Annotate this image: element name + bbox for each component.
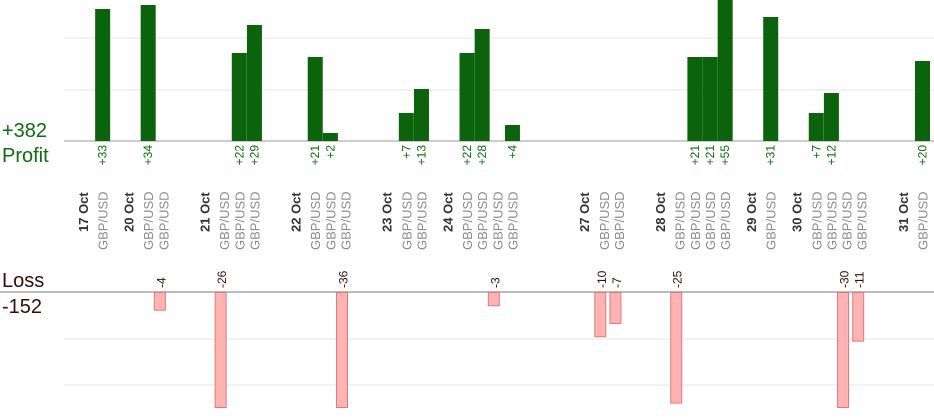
profit-value-label: +21	[688, 145, 702, 166]
loss-value-label: -26	[215, 270, 229, 288]
day-label: 23 Oct	[380, 192, 395, 232]
pair-label: GBP/USD	[339, 191, 354, 250]
loss-bar	[214, 292, 227, 408]
loss-total: -152	[2, 296, 43, 318]
profit-value-label: +4	[505, 145, 519, 159]
loss-bar	[852, 292, 865, 342]
profit-bar	[307, 57, 323, 141]
loss-value-label: -10	[595, 270, 609, 288]
pair-label: GBP/USD	[612, 191, 627, 250]
loss-bar	[670, 292, 683, 404]
loss-value-label: -7	[610, 277, 624, 288]
profit-bar	[413, 89, 429, 141]
pair-label: GBP/USD	[399, 191, 414, 250]
pair-label: GBP/USD	[916, 191, 931, 250]
day-label: 21 Oct	[198, 192, 213, 232]
loss-value-label: -30	[838, 270, 852, 288]
profit-bar	[322, 133, 338, 141]
profit-bar	[915, 61, 930, 141]
profit-value-label: +22	[460, 145, 474, 166]
profit-bar	[687, 57, 703, 141]
pair-label: GBP/USD	[688, 191, 703, 250]
profit-bar	[504, 125, 520, 141]
pair-label: GBP/USD	[141, 191, 156, 250]
day-label: 22 Oct	[289, 192, 304, 232]
profit-label: Profit	[2, 145, 49, 167]
profit-bar	[763, 17, 779, 141]
day-label: 31 Oct	[896, 192, 911, 232]
profit-value-label: +28	[475, 145, 489, 166]
day-label: 28 Oct	[653, 192, 668, 232]
profit-bar	[140, 5, 156, 141]
profit-value-label: +20	[916, 145, 930, 166]
profit-bar	[717, 0, 733, 141]
loss-value-label: -11	[853, 271, 867, 288]
profit-value-label: +31	[764, 145, 778, 166]
profit-value-label: +12	[824, 145, 838, 166]
profit-bar	[474, 29, 490, 141]
pair-label: GBP/USD	[308, 191, 323, 250]
profit-bar	[808, 113, 824, 141]
pair-label: GBP/USD	[855, 191, 870, 250]
loss-value-label: -3	[488, 277, 502, 288]
pair-label: GBP/USD	[460, 191, 475, 250]
loss-bar	[336, 292, 349, 408]
pair-label: GBP/USD	[247, 191, 262, 250]
profit-value-label: +29	[247, 145, 261, 166]
profit-bar	[459, 53, 475, 141]
pair-label: GBP/USD	[490, 191, 505, 250]
pair-label: GBP/USD	[323, 191, 338, 250]
loss-value-label: -25	[671, 270, 685, 288]
profit-bar	[95, 9, 111, 141]
pair-label: GBP/USD	[764, 191, 779, 250]
profit-value-label: +22	[232, 145, 246, 166]
profit-total: +382	[2, 120, 48, 142]
pair-label: GBP/USD	[840, 191, 855, 250]
profit-bar	[823, 93, 839, 141]
loss-bar	[153, 292, 166, 311]
profit-value-label: +21	[308, 145, 322, 166]
profit-bar	[246, 25, 262, 141]
profit-bar	[231, 53, 247, 141]
pair-label: GBP/USD	[597, 191, 612, 250]
profit-value-label: +34	[141, 145, 155, 166]
profit-value-label: +13	[414, 145, 428, 166]
pair-label: GBP/USD	[703, 191, 718, 250]
loss-bar	[594, 292, 607, 338]
loss-value-label: -4	[154, 277, 168, 288]
loss-value-label: -36	[337, 270, 351, 288]
day-label: 24 Oct	[440, 192, 455, 232]
pair-label: GBP/USD	[824, 191, 839, 250]
profit-bar	[398, 113, 414, 141]
pair-label: GBP/USD	[232, 191, 247, 250]
profit-value-label: +7	[399, 145, 413, 159]
pair-label: GBP/USD	[718, 191, 733, 250]
loss-bar	[609, 292, 622, 324]
pair-label: GBP/USD	[217, 191, 232, 250]
pair-label: GBP/USD	[505, 191, 520, 250]
day-label: 30 Oct	[790, 192, 805, 232]
profit-value-label: +2	[323, 145, 337, 159]
pair-label: GBP/USD	[156, 191, 171, 250]
pair-label: GBP/USD	[673, 191, 688, 250]
pair-label: GBP/USD	[475, 191, 490, 250]
pair-label: GBP/USD	[96, 191, 111, 250]
profit-value-label: +55	[718, 145, 732, 166]
loss-bar	[837, 292, 850, 408]
profit-value-label: +7	[809, 145, 823, 159]
pair-label: GBP/USD	[809, 191, 824, 250]
day-label: 27 Oct	[577, 192, 592, 232]
loss-label: Loss	[2, 270, 45, 292]
profit-value-label: +21	[703, 145, 717, 166]
day-label: 17 Oct	[76, 192, 91, 232]
day-label: 29 Oct	[744, 192, 759, 232]
pair-label: GBP/USD	[414, 191, 429, 250]
profit-value-label: +33	[96, 145, 110, 166]
profit-bar	[702, 57, 718, 141]
loss-bar	[487, 292, 500, 307]
day-label: 20 Oct	[122, 192, 137, 232]
